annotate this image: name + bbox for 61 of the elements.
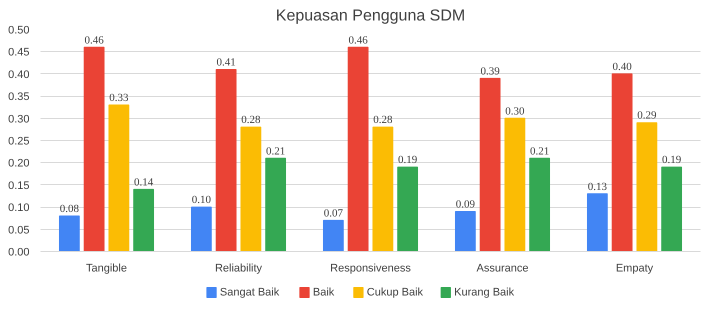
data-label: 0.39 [480, 65, 500, 78]
bar [240, 126, 262, 252]
data-label: 0.46 [84, 34, 104, 46]
legend-label: Sangat Baik [220, 286, 280, 298]
bar [372, 126, 394, 252]
bar [504, 118, 526, 252]
data-label: 0.28 [373, 114, 393, 126]
data-label: 0.10 [192, 194, 212, 206]
data-label: 0.13 [588, 180, 608, 193]
bar [322, 220, 344, 252]
x-tick-label: Responsiveness [330, 262, 412, 274]
bar [58, 215, 80, 252]
data-label: 0.28 [241, 114, 261, 126]
y-tick-label: 0.50 [8, 24, 30, 36]
y-tick-label: 0.35 [8, 91, 30, 104]
data-label: 0.21 [266, 145, 286, 158]
bar [636, 122, 658, 252]
y-tick-label: 0.40 [8, 68, 30, 81]
bar [216, 68, 237, 252]
data-label: 0.30 [505, 105, 525, 118]
data-label: 0.40 [612, 60, 632, 73]
y-tick-label: 0.00 [8, 246, 30, 258]
bar [480, 78, 501, 252]
y-tick-label: 0.25 [8, 136, 30, 148]
bar [265, 158, 286, 252]
bar [108, 104, 130, 252]
bar [190, 206, 212, 252]
bar [586, 193, 608, 252]
y-tick-label: 0.20 [8, 158, 30, 170]
x-tick-label: Empaty [616, 262, 654, 274]
legend-label: Baik [312, 286, 335, 298]
data-label: 0.29 [637, 110, 657, 122]
data-label: 0.46 [348, 34, 368, 46]
x-tick-label: Tangible [86, 262, 127, 274]
x-tick-label: Reliability [214, 262, 263, 274]
y-tick-label: 0.15 [8, 180, 30, 192]
bar [454, 211, 476, 252]
data-label: 0.07 [324, 207, 344, 220]
data-label: 0.19 [662, 154, 682, 166]
x-tick-label: Assurance [476, 262, 528, 274]
bar [661, 166, 682, 252]
data-label: 0.14 [134, 176, 154, 188]
data-label: 0.21 [530, 145, 550, 158]
data-label: 0.41 [216, 56, 236, 68]
chart-title: Kepuasan Pengguna SDM [276, 8, 466, 24]
legend-label: Kurang Baik [454, 286, 515, 298]
y-tick-label: 0.10 [8, 202, 30, 214]
data-label: 0.33 [109, 92, 129, 104]
legend-label: Cukup Baik [366, 286, 424, 298]
data-label: 0.19 [398, 154, 418, 166]
data-label: 0.09 [456, 198, 476, 211]
bar [84, 46, 105, 252]
bar [529, 158, 550, 252]
y-tick-label: 0.30 [8, 113, 30, 126]
bar [133, 188, 154, 252]
bar [397, 166, 418, 252]
y-tick-label: 0.45 [8, 46, 30, 59]
bar [348, 46, 369, 252]
y-tick-label: 0.05 [8, 224, 30, 236]
data-label: 0.08 [60, 202, 80, 215]
bar [612, 73, 633, 252]
